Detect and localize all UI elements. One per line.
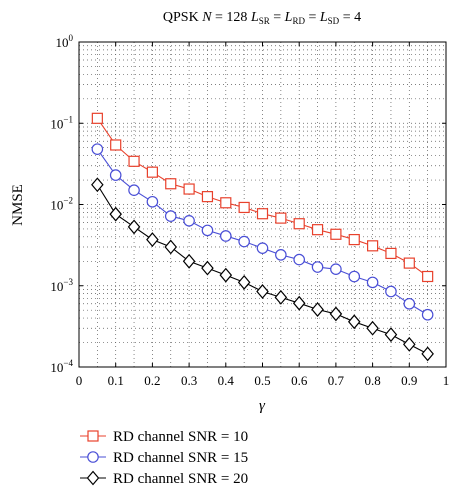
x-tick-label: 0.9 xyxy=(401,373,417,388)
data-point xyxy=(256,242,269,254)
data-point xyxy=(366,320,379,336)
data-point xyxy=(183,215,195,227)
data-point xyxy=(237,274,251,290)
legend-item-1: RD channel SNR = 10 xyxy=(80,429,248,445)
data-point xyxy=(165,178,177,190)
data-point xyxy=(330,228,342,240)
data-point xyxy=(403,257,415,269)
data-point xyxy=(220,230,232,242)
data-point xyxy=(348,233,360,246)
x-tick-label: 0.5 xyxy=(254,373,270,388)
x-tick-label: 0.7 xyxy=(328,373,345,388)
data-point xyxy=(330,263,342,275)
legend-marker xyxy=(87,451,99,463)
y-tick-label: 10−1 xyxy=(50,114,73,131)
y-tick-label: 100 xyxy=(56,33,74,50)
series-1 xyxy=(91,112,434,283)
data-point xyxy=(366,276,379,289)
series-layer xyxy=(91,112,434,362)
data-point xyxy=(311,261,324,273)
data-point xyxy=(110,139,122,151)
data-point xyxy=(201,224,214,237)
data-point xyxy=(146,195,159,208)
legend: RD channel SNR = 10 RD channel SNR = 15 RD… xyxy=(80,429,248,487)
data-point xyxy=(293,218,305,230)
data-point xyxy=(385,285,397,298)
data-point xyxy=(238,201,250,214)
x-tick-label: 1 xyxy=(443,373,450,388)
data-point xyxy=(127,219,141,235)
data-point xyxy=(109,206,122,222)
data-point xyxy=(292,295,306,311)
axes-ticks: 0 0.1 0.2 0.3 0.4 0.5 0.6 0.7 0.8 0.9 1 100 10−1 10−2… xyxy=(50,33,449,388)
x-tick-label: 0.3 xyxy=(181,373,197,388)
data-point xyxy=(347,314,361,330)
data-point xyxy=(146,232,159,248)
data-point xyxy=(384,327,398,343)
data-point xyxy=(146,166,158,178)
data-point xyxy=(311,302,324,317)
data-point xyxy=(329,306,343,322)
y-tick-label: 10−4 xyxy=(50,358,73,375)
chart-title: QPSK N = 128 LSR = LRD = LSD = 4 xyxy=(163,10,361,26)
data-point xyxy=(201,191,214,203)
data-point xyxy=(91,143,104,155)
data-point xyxy=(421,346,434,362)
data-point xyxy=(311,224,324,236)
data-point xyxy=(403,297,416,310)
data-point xyxy=(275,212,287,224)
x-tick-label: 0 xyxy=(76,373,83,388)
data-point xyxy=(91,177,104,193)
data-point xyxy=(367,240,379,252)
data-point xyxy=(164,210,177,222)
legend-label: RD channel SNR = 10 xyxy=(113,429,248,445)
data-point xyxy=(293,253,305,266)
data-point xyxy=(128,184,140,196)
data-point xyxy=(348,270,361,283)
data-point xyxy=(256,284,269,299)
data-point xyxy=(421,308,434,321)
legend-item-2: RD channel SNR = 15 xyxy=(80,450,248,466)
series-3 xyxy=(91,177,434,362)
x-tick-label: 0.1 xyxy=(108,373,124,388)
x-axis-label: γ xyxy=(259,398,266,414)
data-point xyxy=(91,112,103,124)
data-point xyxy=(422,270,434,283)
data-point xyxy=(201,260,214,276)
x-tick-label: 0.6 xyxy=(291,373,308,388)
data-point xyxy=(128,155,140,167)
data-point xyxy=(385,247,397,260)
data-point xyxy=(219,267,233,283)
data-point xyxy=(182,253,196,269)
data-point xyxy=(220,197,232,209)
legend-marker xyxy=(86,470,100,486)
legend-label: RD channel SNR = 20 xyxy=(113,471,248,487)
data-point xyxy=(274,289,288,305)
x-tick-label: 0.2 xyxy=(144,373,160,388)
legend-marker xyxy=(87,430,99,442)
y-tick-label: 10−3 xyxy=(50,277,73,294)
legend-item-3: RD channel SNR = 20 xyxy=(80,470,248,487)
data-point xyxy=(256,208,269,220)
data-point xyxy=(164,239,178,255)
data-point xyxy=(238,235,250,248)
data-point xyxy=(403,336,416,352)
data-point xyxy=(109,169,122,181)
grid xyxy=(79,42,446,367)
y-tick-label: 10−2 xyxy=(50,196,73,213)
x-tick-label: 0.4 xyxy=(218,373,235,388)
legend-label: RD channel SNR = 15 xyxy=(113,450,248,466)
data-point xyxy=(183,183,195,195)
y-axis-label: NMSE xyxy=(10,184,26,226)
series-2 xyxy=(91,143,434,321)
data-point xyxy=(275,249,287,261)
x-tick-label: 0.8 xyxy=(364,373,380,388)
